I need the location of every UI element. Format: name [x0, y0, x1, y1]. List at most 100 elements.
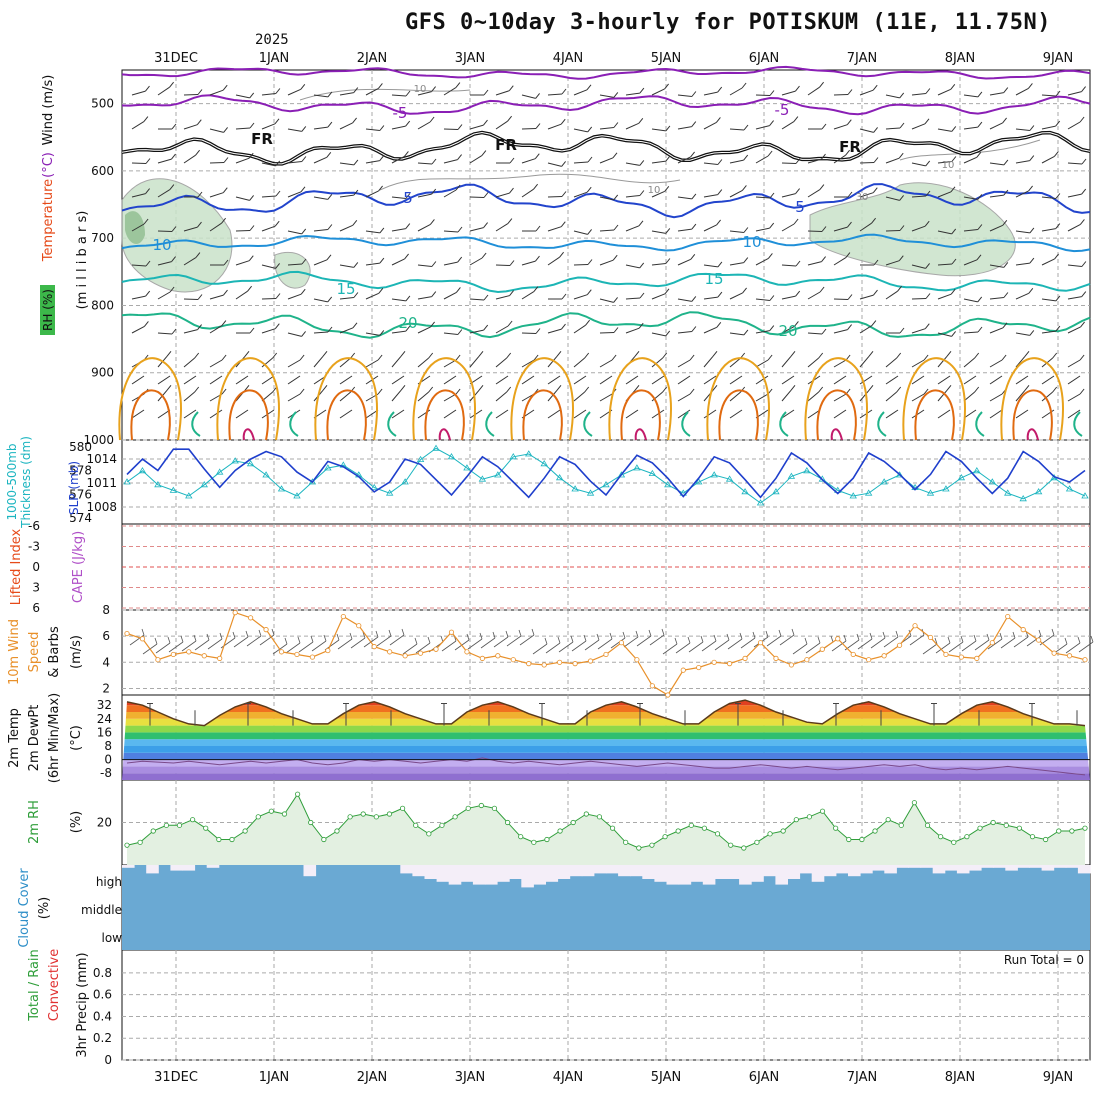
wind-barb	[703, 162, 718, 165]
surface-wind-barb	[662, 643, 678, 655]
wind-barb	[244, 350, 250, 357]
wind-barb	[235, 290, 248, 300]
surface-wind-barb	[675, 642, 691, 654]
wind-barb	[495, 120, 508, 130]
bl-contour	[681, 411, 691, 437]
bl-contour	[718, 389, 759, 441]
surface-wind-barb	[506, 635, 522, 647]
wind-barb	[1052, 386, 1058, 393]
wind-barb	[313, 298, 328, 303]
wind-speed-line-point	[757, 640, 764, 646]
wind-barb	[963, 357, 976, 368]
rh-line-point	[1043, 836, 1049, 843]
thickness-line-point	[988, 478, 996, 485]
surface-wind-barb	[922, 643, 938, 655]
temp-tick: 32	[97, 698, 112, 712]
thickness-line-point	[957, 474, 966, 481]
precip-tick: 0.8	[93, 966, 112, 980]
surface-wind-barb	[791, 628, 795, 636]
bl-contour	[608, 357, 672, 441]
wind-barb	[662, 352, 668, 359]
thickness-line-point	[200, 481, 208, 488]
surface-wind-barb	[947, 636, 951, 644]
wind-speed-line-point	[201, 653, 207, 659]
wind-speed-line-point	[974, 655, 980, 661]
rh-line-point	[1056, 828, 1062, 834]
thickness-line-point	[216, 468, 224, 475]
wind-barb	[769, 120, 774, 126]
thickness-line-point	[185, 492, 193, 499]
wind-barb	[235, 127, 251, 130]
date-label-top: 9JAN	[1043, 51, 1074, 66]
wind-speed-line-point	[742, 655, 748, 661]
wind-barb	[1054, 253, 1059, 260]
wind-speed-line-point	[186, 649, 192, 655]
rh-line-point	[360, 811, 366, 817]
surface-wind-barb	[389, 634, 405, 646]
wind-barb	[244, 384, 250, 391]
wind-barb	[963, 126, 978, 130]
wind-barb	[157, 375, 171, 385]
wind-barb	[859, 375, 873, 385]
wind-barb	[599, 94, 614, 98]
wind-barb	[417, 357, 430, 368]
wind-barb	[769, 90, 775, 96]
wind-speed-line-point	[587, 658, 594, 664]
wind-barb	[326, 254, 332, 261]
wind-barb	[339, 391, 352, 402]
cloud-low-mid	[122, 865, 1090, 950]
wind-barb	[1041, 155, 1055, 164]
wind-barb	[157, 86, 170, 96]
thickness-line-point	[169, 486, 178, 493]
wind-barb	[899, 327, 905, 334]
surface-wind-barb	[1000, 637, 1016, 649]
pressure-tick: 500	[91, 97, 114, 111]
ylabel-lifted-index: Lifted Index	[9, 528, 24, 605]
wind-speed-line-point	[479, 655, 485, 661]
wind-barb	[807, 86, 820, 96]
wind-barb	[131, 264, 147, 267]
wind-barb	[1080, 219, 1085, 225]
wind-barb	[327, 91, 333, 98]
thickness-line-point	[1034, 488, 1043, 495]
cloud-high-gap	[739, 865, 752, 885]
rh-line-point	[478, 802, 484, 809]
wind-barb	[573, 375, 587, 385]
li-tick: -3	[28, 540, 40, 554]
wind-barb	[871, 320, 877, 326]
wind-barb	[833, 94, 849, 96]
bl-contour	[326, 389, 367, 441]
wind-barb	[664, 185, 670, 192]
wind-barb	[871, 217, 876, 224]
wind-barb	[741, 82, 747, 89]
wind-barb	[417, 223, 431, 232]
wind-barb	[145, 260, 151, 267]
wind-barb	[937, 191, 952, 198]
cloud-high-gap	[811, 865, 825, 882]
wind-barb	[1028, 185, 1033, 192]
wind-speed-line-point	[1036, 637, 1042, 643]
rh-line-point	[662, 834, 668, 840]
wind-barb	[833, 393, 847, 402]
surface-wind-barb	[479, 632, 483, 640]
wind-barb	[847, 191, 853, 198]
thickness-line-point	[926, 489, 935, 496]
wind-barb	[586, 186, 592, 193]
wind-barb	[790, 384, 796, 391]
surface-wind-barb	[765, 630, 769, 638]
wind-barb	[729, 87, 743, 96]
wind-barb	[183, 409, 197, 419]
wind-barb	[428, 352, 434, 359]
wind-barb	[729, 128, 745, 131]
wind-barb	[521, 332, 537, 334]
wind-barb	[781, 355, 792, 368]
wind-barb	[703, 355, 714, 368]
wind-barb	[899, 122, 905, 129]
wind-barb	[951, 258, 957, 265]
wind-barb	[911, 393, 925, 402]
wind-barb	[261, 162, 276, 167]
wind-barb	[339, 375, 353, 385]
run-total: Run Total = 0	[1004, 953, 1084, 967]
wind-barb	[1001, 354, 1007, 361]
cloud-high-gap	[654, 865, 667, 882]
